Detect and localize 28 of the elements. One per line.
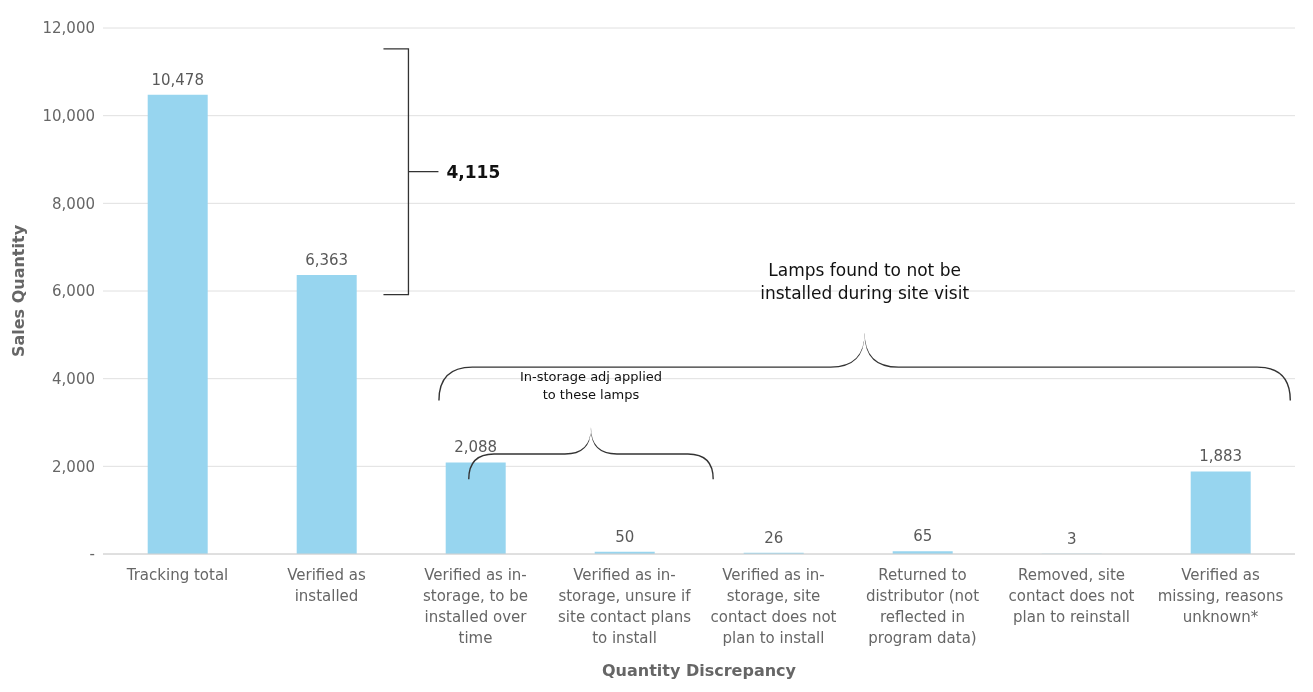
annotation: Lamps found to not be installed during site visit: [760, 260, 970, 304]
y-tick-label: 8,000: [52, 194, 95, 213]
annotation: 4,115: [446, 161, 501, 182]
x-tick-label: Verified as in-storage, unsure if site contact plans to install: [558, 566, 692, 647]
x-tick-label: Verified as in-storage, site contact does not plan to install: [710, 566, 837, 647]
data-label: 50: [615, 527, 635, 546]
data-label: 26: [764, 528, 784, 547]
y-axis-title: Sales Quantity: [8, 224, 28, 358]
y-tick-label: -: [89, 545, 95, 564]
data-label: 1,883: [1199, 447, 1243, 466]
x-tick-label: Verified as in-storage, to be installed over time: [422, 566, 529, 647]
x-tick-label: Verified as missing, reasons unknown*: [1157, 566, 1284, 626]
x-tick-label: Returned to distributor (not reflected in program data): [865, 566, 980, 647]
x-tick-label: Removed, site contact does not plan to reinstall: [1008, 566, 1135, 626]
x-axis-title: Quantity Discrepancy: [601, 661, 797, 680]
y-tick-label: 6,000: [52, 282, 95, 301]
data-label: 10,478: [151, 70, 204, 89]
data-label: 6,363: [305, 251, 349, 270]
y-tick-label: 2,000: [52, 457, 95, 476]
y-tick-label: 10,000: [42, 106, 95, 125]
y-tick-label: 12,000: [42, 19, 95, 38]
y-tick-label: 4,000: [52, 369, 95, 388]
x-tick-label: Verified as installed: [287, 566, 366, 605]
data-label: 3: [1066, 529, 1077, 548]
data-label: 65: [913, 527, 933, 546]
annotation: In-storage adj applied to these lamps: [519, 369, 663, 403]
x-tick-label: Tracking total: [125, 566, 229, 584]
data-label: 2,088: [454, 438, 498, 457]
